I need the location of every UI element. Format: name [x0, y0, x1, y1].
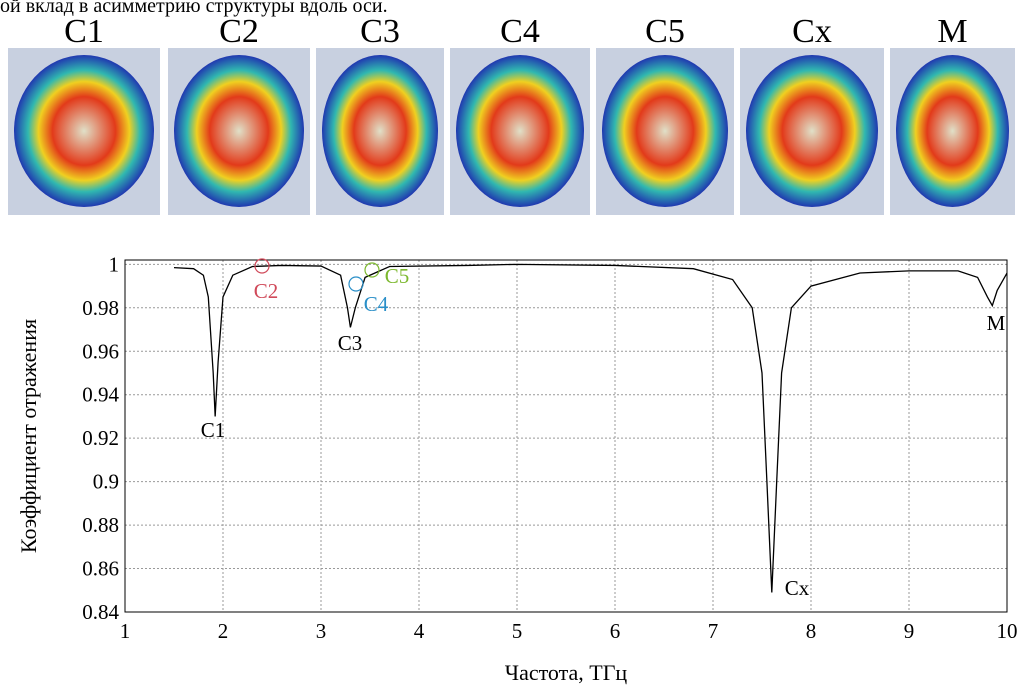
x-tick-label: 5 — [512, 619, 523, 643]
x-tick-label: 9 — [904, 619, 915, 643]
panel-field — [896, 55, 1009, 207]
y-tick-label: 0.96 — [82, 339, 119, 363]
panel-label: C1 — [64, 13, 104, 50]
y-tick-label: 1 — [109, 252, 120, 276]
plot-frame — [124, 259, 1008, 613]
panel-field — [602, 55, 728, 207]
panel-label: C3 — [360, 13, 400, 50]
y-tick-label: 0.9 — [93, 470, 119, 494]
x-tick-label: 10 — [997, 619, 1018, 643]
panel-field — [322, 55, 438, 207]
panels: C1 C2 C3 C4 C5 Cx M — [8, 13, 1015, 215]
annotation: C3 — [338, 331, 363, 355]
y-tick-label: 0.98 — [82, 296, 119, 320]
panel-label: C5 — [645, 13, 685, 50]
y-tick-label: 0.92 — [82, 426, 119, 450]
annotation: C4 — [364, 292, 389, 316]
x-axis-label: Частота, ТГц — [505, 660, 628, 685]
x-tick-label: 7 — [708, 619, 719, 643]
annotation: C1 — [201, 418, 226, 442]
y-tick-label: 0.88 — [82, 513, 119, 537]
y-tick-label: 0.84 — [82, 600, 119, 624]
panel-field — [174, 55, 304, 207]
x-tick-label: 1 — [120, 619, 131, 643]
annotation: C5 — [385, 264, 410, 288]
annotation-circle — [348, 276, 364, 292]
panel-label: Cx — [792, 13, 832, 50]
body-text: ой вклад в асимметрию структуры вдоль ос… — [0, 0, 388, 17]
panel-label: C2 — [219, 13, 259, 50]
y-axis-label: Коэффициент отражения — [16, 319, 41, 553]
x-tick-label: 3 — [316, 619, 327, 643]
panel-label: C4 — [500, 13, 540, 50]
y-tick-label: 0.86 — [82, 557, 119, 581]
y-tick-label: 0.94 — [82, 383, 119, 407]
panel-field — [14, 55, 154, 207]
panel-label: M — [937, 13, 967, 50]
x-tick-label: 2 — [218, 619, 229, 643]
annotation: M — [987, 311, 1006, 335]
x-tick-label: 4 — [414, 619, 425, 643]
chart: 0.84 0.86 0.88 0.9 0.92 0.94 0.96 0.98 1 1 2 3 4 5 6 7 8… — [16, 252, 1018, 685]
x-tick-label: 8 — [806, 619, 817, 643]
x-tick-label: 6 — [610, 619, 621, 643]
panel-field — [746, 55, 878, 207]
annotation-circle — [254, 258, 270, 274]
annotation: C2 — [254, 279, 279, 303]
annotation-circle — [364, 262, 380, 278]
line-series — [173, 263, 1008, 593]
annotation: Cx — [785, 576, 810, 600]
panel-field — [456, 55, 584, 207]
